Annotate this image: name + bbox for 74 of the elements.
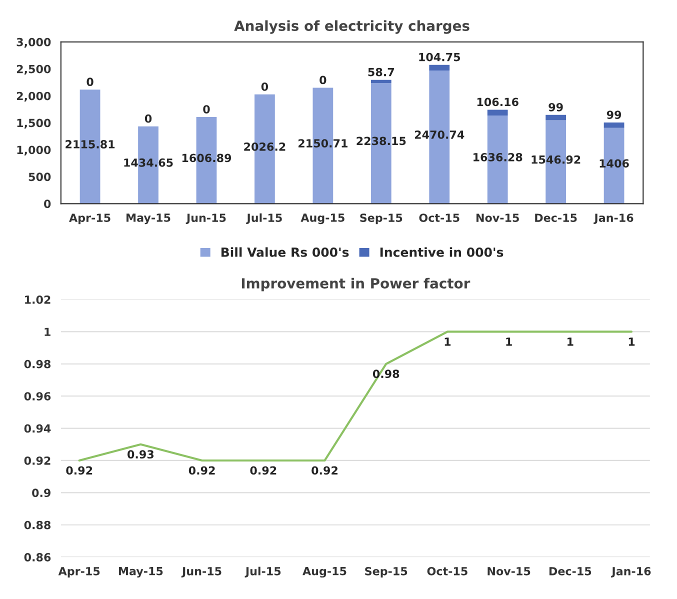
legend-label: Bill Value Rs 000's: [221, 247, 349, 257]
data-label: 1434.65: [124, 158, 173, 167]
y-tick-label: 2,500: [16, 64, 51, 75]
x-tick-label: Jun-15: [181, 567, 222, 578]
data-label: 99: [548, 102, 563, 112]
data-label: 106.16: [477, 98, 518, 106]
data-label: 0.92: [66, 466, 92, 475]
data-label: 2115.81: [66, 140, 115, 148]
data-label: 1: [568, 338, 574, 346]
x-tick-label: Sep-15: [365, 566, 408, 578]
y-tick-label: 0.9: [32, 488, 50, 498]
x-tick-label: Aug-15: [302, 567, 346, 578]
x-tick-label: Sep-15: [360, 214, 402, 224]
data-label: 0.92: [188, 466, 215, 475]
chart-title: Improvement in Power factor: [242, 278, 470, 292]
x-tick-label: Jan-16: [594, 214, 634, 224]
x-tick-label: Jun-15: [186, 214, 226, 224]
y-tick-label: 0.94: [24, 424, 51, 433]
data-label: 0: [144, 114, 152, 123]
y-tick-label: 1: [44, 328, 50, 336]
x-tick-label: Apr-15: [69, 214, 110, 224]
x-tick-label: May-15: [126, 214, 170, 224]
y-tick-label: 1.02: [25, 295, 50, 304]
bar: [604, 122, 624, 128]
data-label: 2238.15: [356, 136, 406, 146]
bar: [370, 80, 392, 83]
data-label: 1: [628, 338, 635, 346]
x-tick-label: May-15: [118, 567, 163, 578]
x-tick-label: Jan-16: [611, 567, 651, 578]
bar: [546, 114, 566, 120]
y-tick-label: 0: [44, 200, 51, 208]
y-tick-label: 0.92: [24, 456, 50, 465]
x-tick-label: Oct-15: [427, 566, 468, 576]
x-tick-label: Jul-15: [244, 566, 281, 578]
x-tick-label: Apr-15: [58, 567, 100, 578]
y-tick-label: 1,500: [17, 118, 51, 129]
y-tick-label: 1,000: [17, 146, 51, 156]
x-tick-label: Dec-15: [549, 567, 592, 576]
x-tick-label: Nov-15: [488, 567, 530, 576]
data-label: 2470.74: [414, 130, 464, 139]
bar: [487, 110, 508, 116]
data-label: 2026.2: [244, 142, 286, 151]
x-tick-label: Jul-15: [246, 213, 282, 224]
data-label: 0: [320, 76, 326, 84]
data-label: 0.92: [312, 466, 338, 475]
y-tick-label: 0.96: [24, 392, 51, 400]
data-label: 1: [506, 338, 512, 346]
data-label: 99: [606, 110, 622, 119]
data-label: 0.93: [128, 450, 154, 459]
data-label: 0: [86, 78, 94, 86]
x-tick-label: Dec-15: [535, 214, 577, 222]
legend-label: Incentive in 000's: [380, 247, 504, 257]
data-label: 2150.71: [298, 139, 348, 148]
data-label: 0.92: [250, 466, 276, 475]
data-label: 0: [203, 105, 210, 114]
x-tick-label: Oct-15: [419, 214, 460, 222]
chart-title: Analysis of electricity charges: [234, 20, 470, 34]
data-label: 0: [261, 82, 268, 91]
x-tick-label: Nov-15: [476, 214, 519, 222]
y-tick-label: 0.88: [24, 520, 51, 530]
data-label: 58.7: [368, 68, 394, 76]
x-tick-label: Aug-15: [300, 214, 344, 224]
y-tick-label: 500: [28, 172, 51, 182]
y-tick-label: 3,000: [16, 38, 51, 48]
data-label: 1: [444, 338, 451, 346]
y-tick-label: 2,000: [16, 92, 51, 102]
y-tick-label: 0.86: [24, 553, 51, 562]
y-tick-label: 0.98: [24, 360, 51, 368]
data-label: 1546.92: [532, 155, 580, 164]
line-series: [78, 330, 633, 462]
data-label: 104.75: [419, 52, 460, 62]
data-label: 1636.28: [474, 152, 522, 162]
bar: [429, 64, 450, 70]
data-label: 1606.89: [182, 154, 232, 162]
